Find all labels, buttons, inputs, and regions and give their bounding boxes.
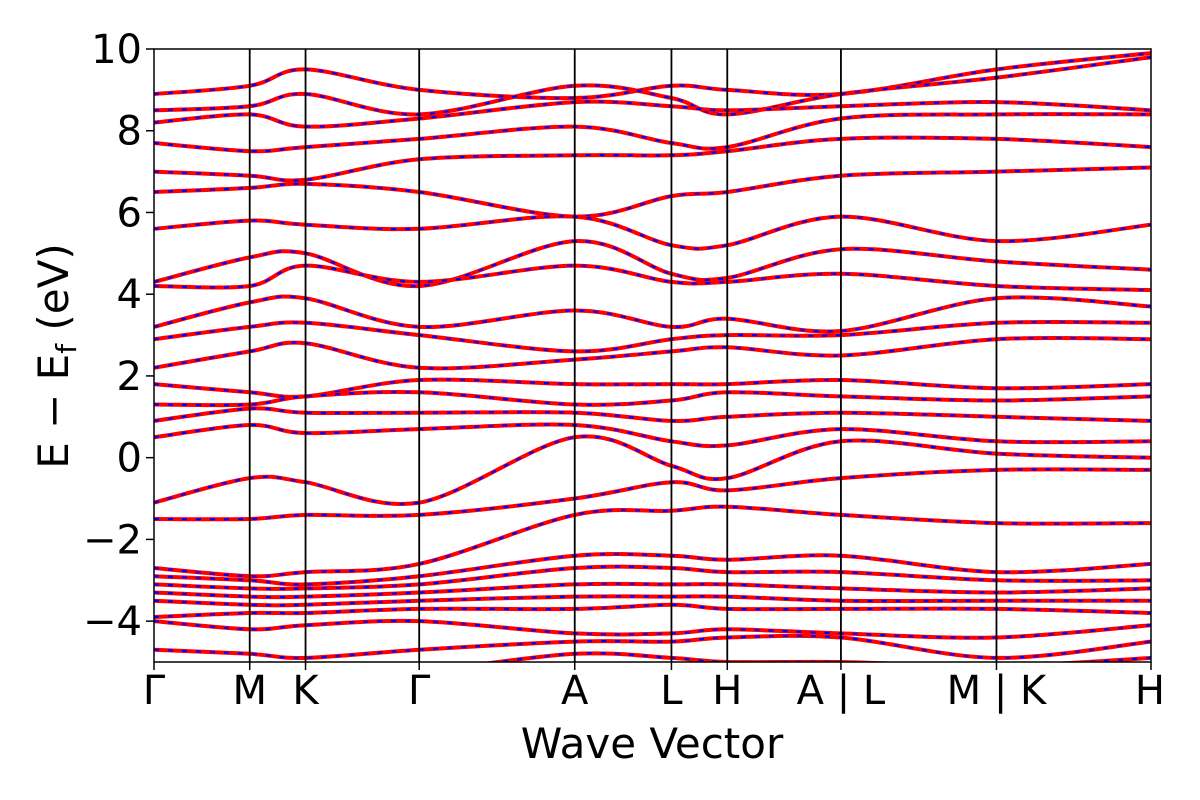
x-tick-label-7: A | L (797, 668, 886, 714)
y-tick-label-4: 2 (117, 354, 142, 400)
band-line-red-25 (154, 633, 1151, 660)
band-line-blue-5 (154, 166, 1151, 218)
band-line-blue-12 (154, 378, 1151, 398)
band-line-red-12 (154, 377, 1151, 399)
band-line-blue-6 (154, 215, 1151, 250)
band-line-red-3 (154, 112, 1151, 154)
band-line-blue-11 (154, 336, 1151, 370)
x-tick-label-1: M (232, 668, 267, 714)
y-tick-label-7: −4 (83, 599, 142, 645)
band-line-blue-18 (154, 505, 1151, 578)
x-tick-label-4: A (561, 668, 589, 714)
band-line-blue-3 (154, 112, 1151, 153)
x-tick-label-9: H (1135, 668, 1165, 714)
band-line-red-26 (482, 651, 1151, 662)
band-line-red-24 (154, 618, 1151, 640)
band-line-red-6 (154, 214, 1151, 251)
band-line-red-13 (154, 389, 1151, 408)
y-tick-label-6: −2 (83, 517, 142, 563)
y-tick-label-1: 8 (117, 109, 142, 155)
band-line-red-2 (154, 99, 1151, 129)
band-line-red-10 (154, 319, 1151, 354)
band-line-blue-16 (154, 435, 1151, 506)
band-line-blue-8 (154, 264, 1151, 292)
band-line-red-5 (154, 165, 1151, 219)
band-line-blue-15 (154, 423, 1151, 448)
y-axis-label-subscript: f (50, 343, 83, 354)
y-axis-label-main: E − E (29, 354, 78, 469)
y-tick-label-5: 0 (117, 436, 142, 482)
band-line-red-17 (154, 467, 1151, 522)
band-line-blue-10 (154, 320, 1151, 353)
band-line-red-22 (154, 594, 1151, 608)
y-axis-label: E − Ef (eV) (29, 243, 83, 469)
x-tick-label-5: L (660, 668, 683, 714)
band-line-blue-7 (154, 239, 1151, 288)
y-axis-label-unit: (eV) (29, 243, 78, 344)
band-line-red-14 (154, 406, 1151, 423)
plot-frame (153, 48, 1152, 663)
band-line-red-21 (154, 581, 1151, 600)
y-tick-label-3: 4 (117, 272, 142, 318)
bands-layer (154, 51, 1151, 662)
x-tick-label-3: Γ (408, 668, 431, 714)
band-line-blue-9 (154, 295, 1151, 333)
band-line-red-20 (154, 564, 1151, 591)
band-line-red-9 (154, 294, 1151, 334)
y-axis: 10 8 6 4 2 0 −2 −4 (83, 27, 154, 645)
band-line-blue-1 (154, 56, 1151, 116)
band-line-red-15 (154, 422, 1151, 449)
band-line-red-23 (154, 602, 1151, 619)
y-tick-label-2: 6 (117, 190, 142, 236)
band-line-blue-19 (154, 552, 1151, 586)
band-line-blue-4 (154, 136, 1151, 182)
x-tick-label-8: M | K (947, 668, 1048, 714)
x-tick-label-0: Γ (143, 668, 166, 714)
band-line-red-4 (154, 135, 1151, 183)
x-axis-label: Wave Vector (521, 719, 784, 768)
y-tick-label-0: 10 (91, 27, 142, 73)
high-symmetry-lines (248, 49, 998, 662)
x-tick-label-2: K (292, 668, 320, 714)
x-tick-label-6: H (712, 668, 742, 714)
